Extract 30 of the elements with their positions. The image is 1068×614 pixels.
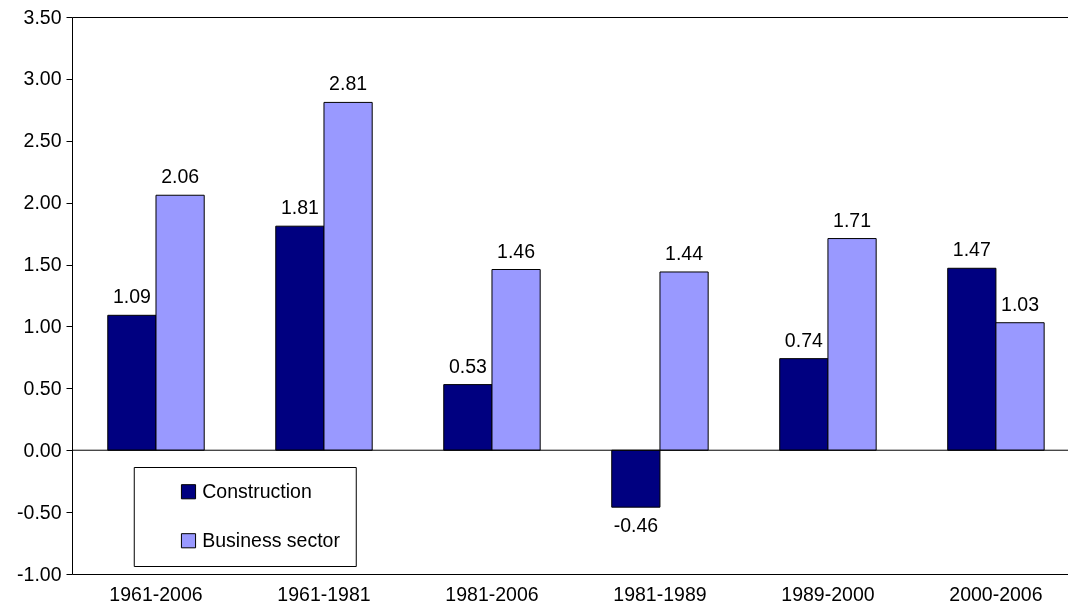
y-tick-label: 0.00 (23, 438, 62, 461)
y-tick-label: 2.00 (23, 191, 62, 214)
data-label: 0.74 (784, 328, 823, 351)
x-tick-label: 1961-1981 (277, 582, 371, 605)
y-tick-label: -0.50 (17, 500, 62, 523)
y-tick-label: 1.50 (23, 253, 62, 276)
data-label: 1.71 (833, 208, 872, 231)
x-tick-label: 1981-1989 (613, 582, 707, 605)
x-tick-label: 1961-2006 (109, 582, 203, 605)
x-tick-label: 1989-2000 (781, 582, 875, 605)
data-label: 1.47 (952, 238, 991, 261)
y-tick-label: 1.00 (23, 314, 62, 337)
y-tick-label: -1.00 (17, 562, 62, 585)
data-label: -0.46 (613, 514, 659, 537)
data-label: 1.09 (112, 285, 151, 308)
data-label: 1.81 (280, 196, 319, 219)
y-tick-label: 0.50 (23, 376, 62, 399)
legend-label: Construction (202, 479, 312, 502)
x-tick-label: 1981-2006 (445, 582, 539, 605)
y-tick-label: 2.50 (23, 129, 62, 152)
data-label: 1.46 (497, 239, 536, 262)
legend-label: Business sector (202, 528, 341, 551)
data-label: 0.53 (448, 354, 487, 377)
data-label: 2.06 (161, 165, 200, 188)
data-label: 1.03 (1001, 292, 1040, 315)
x-tick-label: 2000-2006 (949, 582, 1043, 605)
data-label: 1.44 (665, 241, 704, 264)
data-label: 2.81 (329, 72, 368, 95)
y-tick-label: 3.00 (23, 67, 62, 90)
y-tick-label: 3.50 (23, 5, 62, 28)
